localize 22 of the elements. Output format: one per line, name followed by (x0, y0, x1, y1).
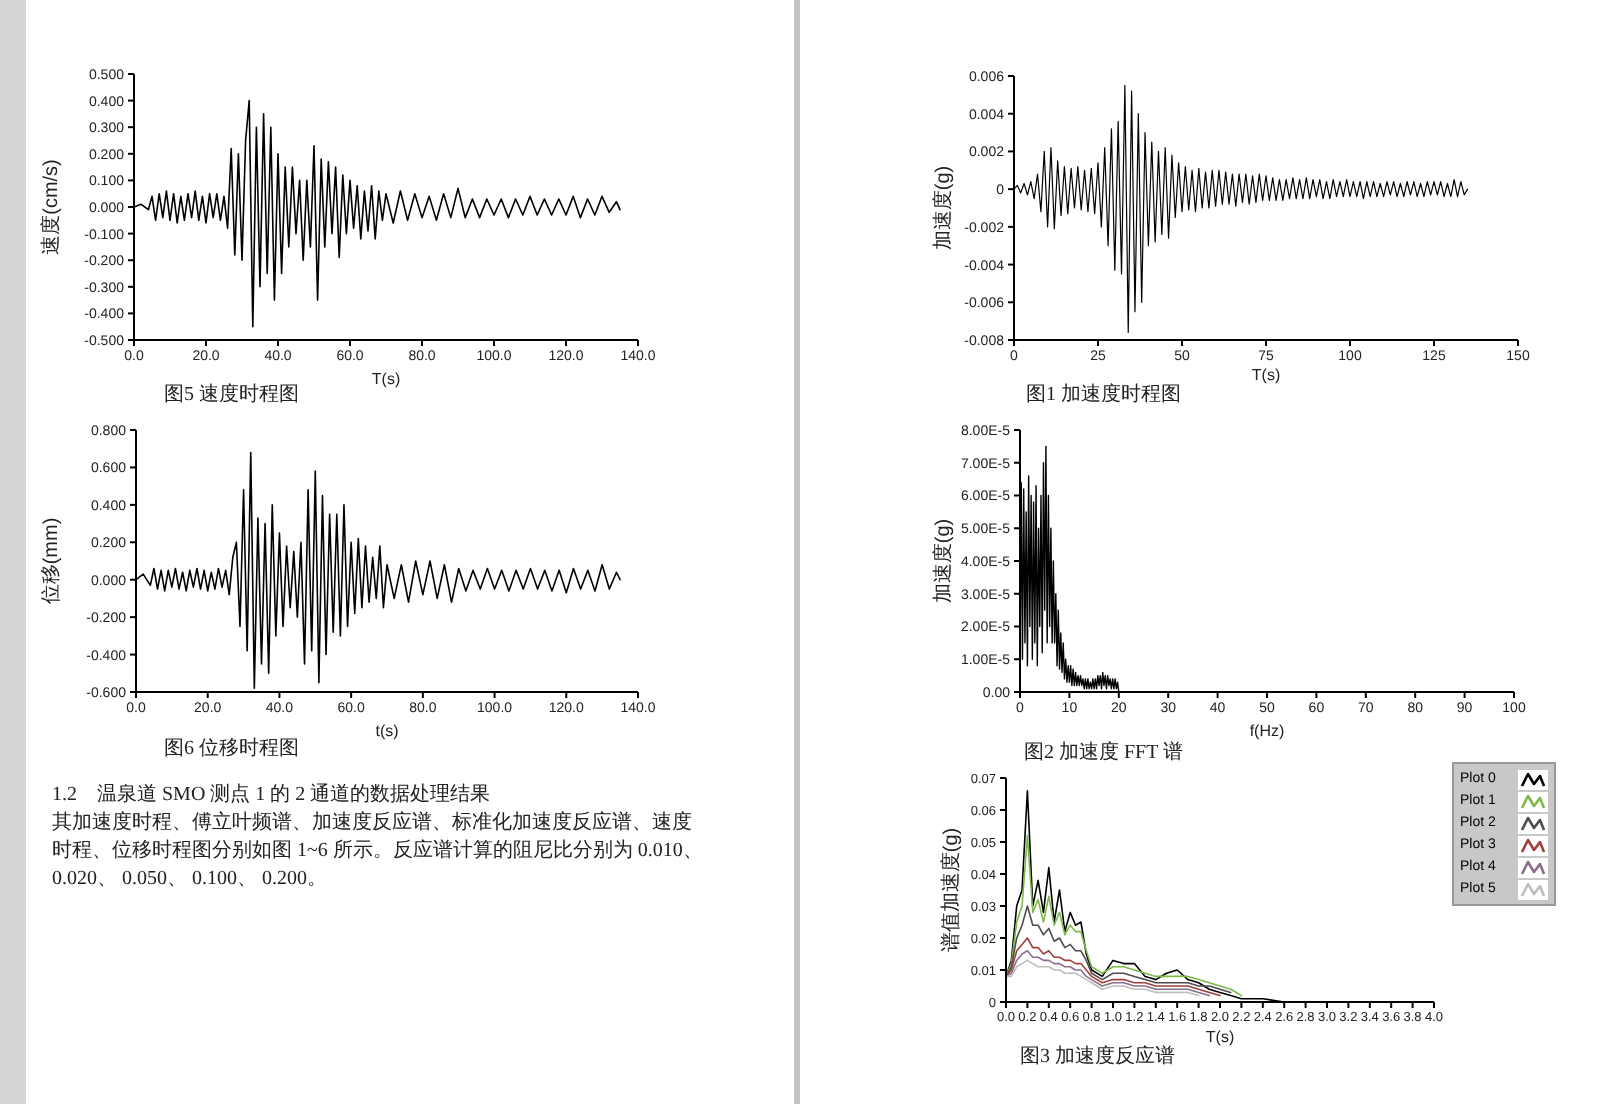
y-axis-title: 位移(mm) (39, 517, 64, 605)
x-axis-title: f(Hz) (1249, 722, 1285, 740)
y-axis-title: 加速度(g) (931, 518, 956, 604)
text: 图3 加速度反应谱 (1020, 1046, 1175, 1070)
text: 其加速度时程、傅立叶频谱、加速度反应谱、标准化加速度反应谱、速度时程、位移时程图分别如图 1~6 所示。反应谱计算的阻尼比分别为 0.010、0.020、 0.050、 0.100、 0.200。 (52, 810, 704, 894)
line-series (1006, 834, 1243, 997)
y-axis-title: 谱值加速度(g) (939, 827, 964, 953)
text: 图5 速度时程图 (164, 384, 299, 408)
line-series (1006, 950, 1211, 997)
x-axis-title: T(s) (1205, 1028, 1235, 1046)
line-series (1006, 937, 1221, 997)
text: 图2 加速度 FFT 谱 (1024, 742, 1184, 766)
x-axis-title: t(s) (375, 722, 400, 740)
text: 1.2 温泉道 SMO 测点 1 的 2 通道的数据处理结果 (52, 782, 493, 810)
y-axis-title: 速度(cm/s) (39, 159, 64, 255)
x-axis-title: T(s) (371, 370, 401, 388)
text: 图1 加速度时程图 (1026, 384, 1181, 408)
y-axis-title: 加速度(g) (931, 165, 956, 251)
line-series (1006, 905, 1232, 994)
line-series (1006, 959, 1200, 997)
x-axis-title: T(s) (1251, 366, 1281, 384)
text: 图6 位移时程图 (164, 738, 299, 762)
